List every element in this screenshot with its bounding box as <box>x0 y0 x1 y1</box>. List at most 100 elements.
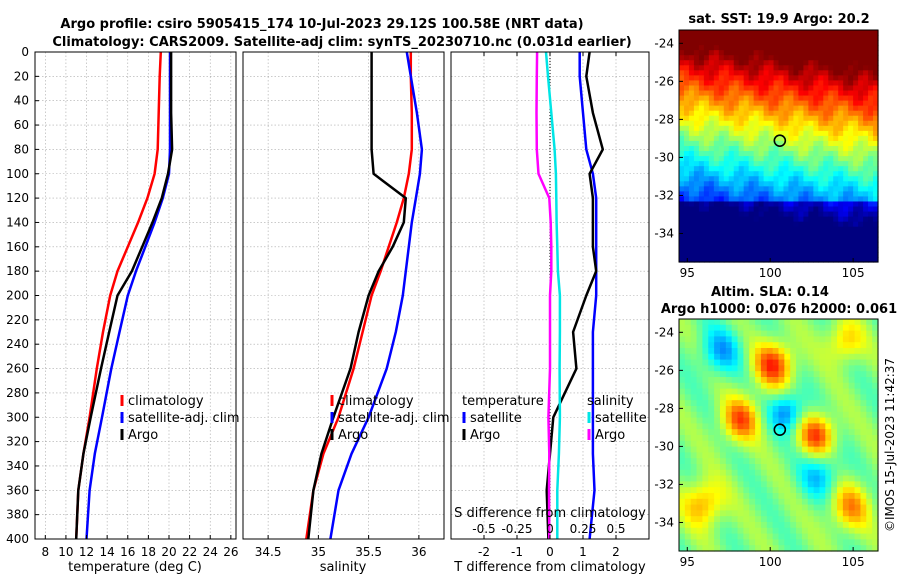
sst_map-cell <box>873 216 879 223</box>
temperature-xtick-label-6: 20 <box>161 545 176 559</box>
sst_map-cell <box>793 30 799 36</box>
sst_map-cell <box>688 226 695 233</box>
sla_map-cell <box>679 319 686 326</box>
sst_map-cell <box>748 135 755 142</box>
sla_map-cell <box>690 417 698 424</box>
sla_map-cell <box>731 411 739 419</box>
sla_map-cell <box>755 475 762 482</box>
sst_map-xtick-label-0: 95 <box>680 266 695 280</box>
sla_map-cell <box>766 377 774 384</box>
sla_map-cell <box>848 481 856 488</box>
sst_map-cell <box>713 216 720 223</box>
sla_map-cell <box>854 464 862 471</box>
sla_map-cell <box>755 452 762 459</box>
sst_map-cell <box>793 146 799 152</box>
sst_map-cell <box>843 85 849 92</box>
sst_map-cell <box>783 171 790 177</box>
sla_map-cell <box>831 498 838 506</box>
sst_map-cell <box>833 216 839 223</box>
sla_map-cell <box>714 481 721 488</box>
sla_map-cell <box>679 411 686 419</box>
sst_map-cell <box>728 246 735 253</box>
sla_map-cell <box>772 452 780 459</box>
sst_map-cell <box>773 110 780 117</box>
sst_map-cell <box>708 95 715 102</box>
sla_map-cell <box>749 371 756 378</box>
sla_map-cell <box>801 446 809 453</box>
sst_map-cell <box>679 35 685 41</box>
sst_map-cell <box>843 70 849 76</box>
sst_map-cell <box>818 191 824 198</box>
sst_map-cell <box>758 161 765 167</box>
sla_map-cell <box>702 446 709 453</box>
sla_map-cell <box>801 522 809 529</box>
sst_map-cell <box>808 115 814 122</box>
sst_map-cell <box>803 156 809 162</box>
sst_map-cell <box>703 40 710 46</box>
sst_map-cell <box>723 80 730 87</box>
sst_map-cell <box>768 140 775 147</box>
sla_map-cell <box>801 440 809 448</box>
sst_map-cell <box>783 206 790 213</box>
sla_map-cell <box>801 411 809 419</box>
sst_map-cell <box>748 60 755 66</box>
sla_map-cell <box>778 527 785 535</box>
sla_map-cell <box>801 475 809 482</box>
sst_map-cell <box>708 75 715 82</box>
sst_map-cell <box>683 171 690 177</box>
sla_map-cell <box>702 481 709 488</box>
sst_map-cell <box>773 120 780 127</box>
sla_map-cell <box>755 429 762 436</box>
sla_map-cell <box>719 382 727 390</box>
sst_map-cell <box>843 206 849 213</box>
sst_map-cell <box>723 181 730 187</box>
sst_map-cell <box>793 226 799 233</box>
sst_map-cell <box>688 216 695 223</box>
sla_map-cell <box>819 464 826 471</box>
sla_map-cell <box>848 527 856 535</box>
sla_map-cell <box>749 353 756 361</box>
sla_map-cell <box>684 394 692 401</box>
sla_map-cell <box>831 388 838 395</box>
sla_map-cell <box>714 458 721 465</box>
sst_map-cell <box>748 166 755 172</box>
sst_map-cell <box>873 40 879 46</box>
sst_map-cell <box>743 156 750 162</box>
sla_map-cell <box>772 481 780 488</box>
sla_map-cell <box>725 400 733 407</box>
sst_map-cell <box>833 85 839 92</box>
sla_map-cell <box>842 481 850 488</box>
sla_map-cell <box>755 342 762 349</box>
sla_map-cell <box>696 493 704 500</box>
sla_map-cell <box>837 365 844 372</box>
sst_map-cell <box>743 95 750 102</box>
sst_map-cell <box>713 211 720 218</box>
sst_map-cell <box>703 115 710 122</box>
sst_map-cell <box>768 30 775 36</box>
sst_map-cell <box>738 246 745 253</box>
sst_map-cell <box>808 95 814 102</box>
sst_map-cell <box>688 65 695 71</box>
sst_map-cell <box>733 176 740 182</box>
sst_map-cell <box>818 90 824 97</box>
sla_map-cell <box>796 394 803 401</box>
sst_map-cell <box>733 211 740 218</box>
sla_map-cell <box>842 464 850 471</box>
sst_map-cell <box>853 85 859 92</box>
sla_map-cell <box>760 324 768 332</box>
sla_map-cell <box>860 464 867 471</box>
sla_map-cell <box>848 435 856 442</box>
sla_map-cell <box>837 353 844 361</box>
sst_map-cell <box>828 80 834 87</box>
temperature-grid <box>35 51 236 540</box>
sst_map-cell <box>843 246 849 253</box>
sla_map-cell <box>772 539 780 546</box>
sst_map-cell <box>768 206 775 213</box>
sst_map-cell <box>688 100 695 107</box>
sla_map-cell <box>696 382 704 390</box>
sst_map-cell <box>778 156 785 162</box>
sst_map-cell <box>838 80 844 87</box>
sst_map-cell <box>873 105 879 112</box>
sst_map-cell <box>743 176 750 182</box>
sla_map-cell <box>831 359 838 366</box>
